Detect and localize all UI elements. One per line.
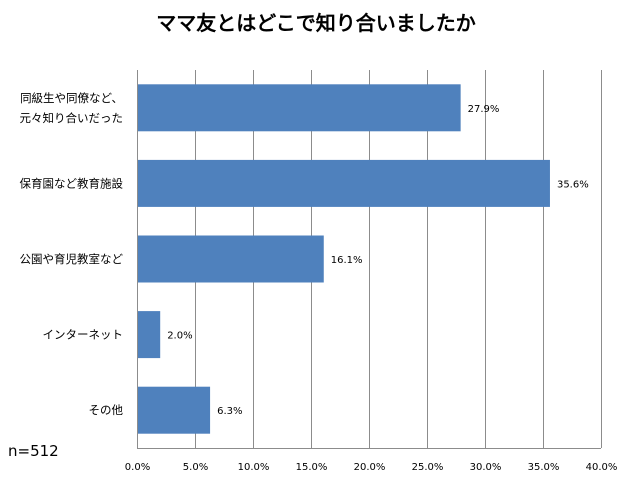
data-label: 2.0%	[167, 331, 192, 342]
bar	[138, 159, 550, 207]
x-tick-label: 15.0%	[296, 462, 328, 473]
bar	[138, 84, 461, 132]
x-tick-label: 5.0%	[183, 462, 208, 473]
category-label: 同級生や同僚など、	[20, 91, 123, 105]
x-tick-label: 25.0%	[412, 462, 444, 473]
category-label: その他	[89, 403, 124, 417]
bar	[138, 386, 211, 434]
data-label: 35.6%	[557, 179, 589, 190]
chart-title: ママ友とはどこで知り合いましたか	[156, 11, 475, 35]
bar	[138, 235, 324, 283]
x-tick-label: 40.0%	[586, 462, 618, 473]
data-label: 27.9%	[468, 104, 500, 115]
x-tick-label: 35.0%	[528, 462, 560, 473]
x-tick-label: 30.0%	[470, 462, 502, 473]
data-label: 6.3%	[217, 406, 242, 417]
sample-size-note: n=512	[8, 442, 59, 460]
category-label: 公園や育児教室など	[20, 252, 124, 266]
x-tick-label: 20.0%	[354, 462, 386, 473]
category-label: 保育園など教育施設	[20, 176, 124, 190]
x-tick-label: 0.0%	[125, 462, 150, 473]
bar	[138, 311, 161, 359]
category-label: 元々知り合いだった	[20, 111, 124, 125]
x-tick-label: 10.0%	[238, 462, 270, 473]
data-label: 16.1%	[331, 255, 363, 266]
category-label: インターネット	[43, 328, 124, 342]
